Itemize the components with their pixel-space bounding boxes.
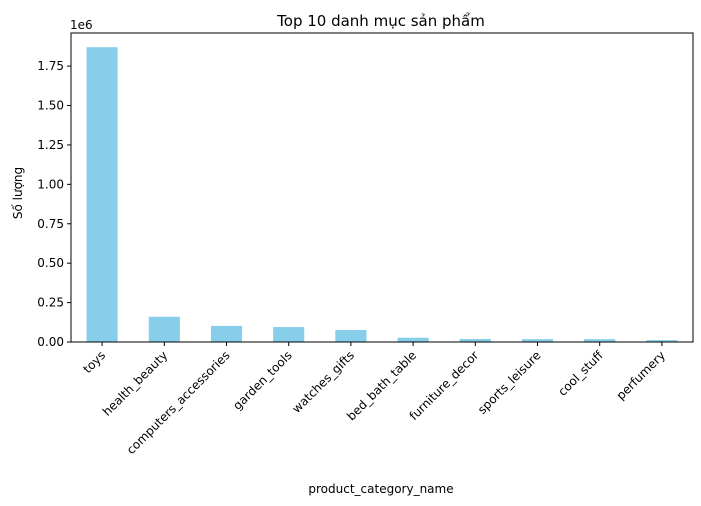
x-tick-label: health_beauty	[100, 348, 171, 419]
x-tick-label: garden_tools	[230, 348, 295, 413]
x-tick-label: perfumery	[614, 348, 668, 402]
x-tick-label: watches_gifts	[289, 348, 357, 416]
bar-perfumery	[646, 340, 678, 342]
x-tick-label: sports_leisure	[475, 348, 544, 417]
bar-cool_stuff	[584, 339, 616, 342]
plot-frame	[70, 32, 694, 343]
x-tick-label: toys	[80, 348, 108, 376]
bar-bed_bath_table	[397, 337, 429, 342]
bar-furniture_decor	[459, 339, 491, 342]
y-tick-label: 0.25	[37, 296, 64, 310]
y-axis-label: Số lượng	[11, 167, 25, 219]
y-tick-label: 1.50	[37, 99, 64, 113]
y-tick-label: 0.50	[37, 256, 64, 270]
chart-title: Top 10 danh mục sản phẩm	[276, 12, 485, 30]
x-tick-label: computers_accessories	[124, 348, 233, 457]
x-axis-label: product_category_name	[308, 482, 453, 496]
y-tick-label: 0.00	[37, 335, 64, 349]
bar-garden_tools	[273, 327, 305, 342]
y-tick-label: 1.75	[37, 59, 64, 73]
y-axis-ticks: 0.00 0.25 0.50 0.75 1.00 1.25 1.50 1.75	[37, 59, 71, 349]
y-tick-label: 0.75	[37, 217, 64, 231]
y-axis-offset-label: 1e6	[70, 18, 93, 32]
bar-sports_leisure	[521, 339, 554, 342]
bars-group	[86, 47, 678, 342]
bar-health_beauty	[148, 316, 180, 342]
y-tick-label: 1.00	[37, 177, 64, 191]
y-tick-label: 1.25	[37, 138, 64, 152]
bar-toys	[86, 47, 118, 342]
x-tick-label: cool_stuff	[555, 348, 606, 399]
bar-watches_gifts	[335, 330, 367, 342]
bar-computers_accessories	[210, 325, 243, 342]
x-axis-ticks: toyshealth_beautycomputers_accessoriesga…	[80, 342, 668, 457]
